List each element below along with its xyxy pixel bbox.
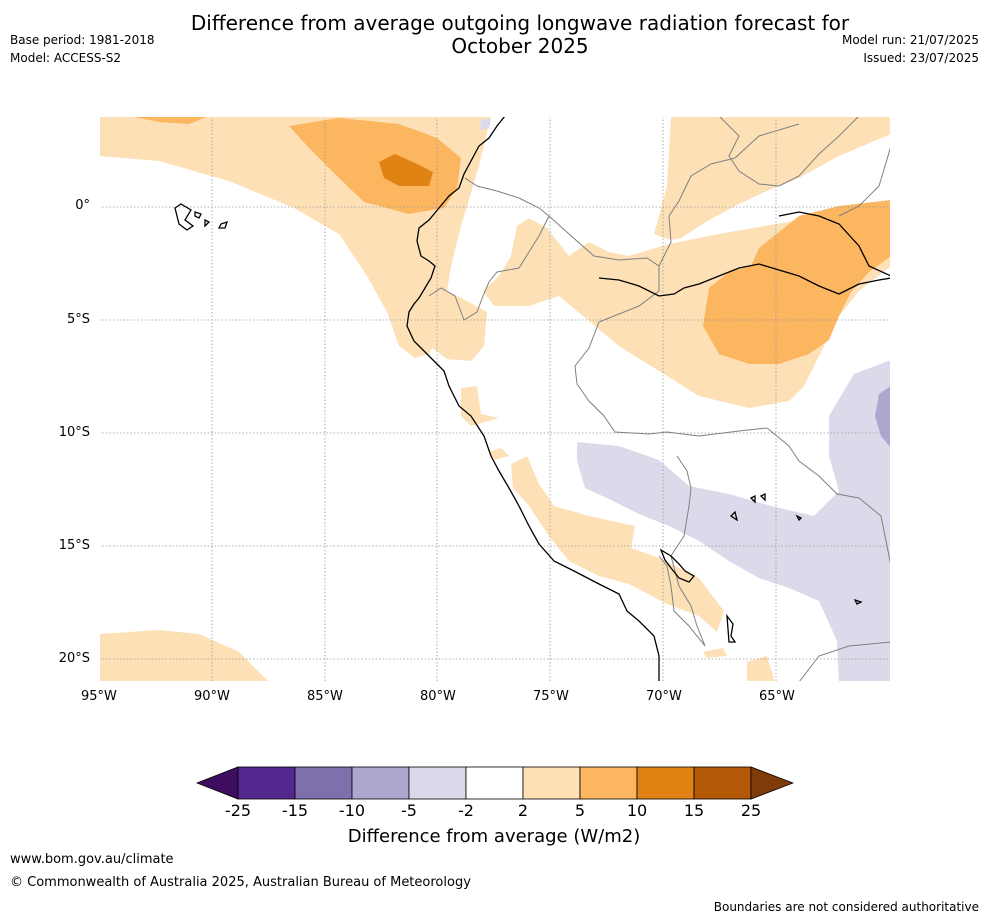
issued-date: Issued: 23/07/2025 <box>863 51 979 65</box>
copyright-notice: © Commonwealth of Australia 2025, Austra… <box>10 875 471 890</box>
lat-label-20s: 20°S <box>58 651 90 666</box>
colorbar-cell <box>408 766 467 800</box>
lat-label-5s: 5°S <box>66 312 90 327</box>
colorbar-extend-low <box>196 766 239 800</box>
lon-label-90w: 90°W <box>194 689 230 704</box>
lat-label-15s: 15°S <box>58 538 90 553</box>
anomaly-2-5-region <box>703 648 727 658</box>
base-period: Base period: 1981-2018 <box>10 33 155 47</box>
border-peru-bolivia <box>670 455 706 647</box>
anomaly-5-10-region <box>129 116 209 124</box>
title-line-2: October 2025 <box>451 34 589 58</box>
colorbar-cell <box>579 766 638 800</box>
coastline-pacific-south-america <box>406 116 660 682</box>
border-bolivia-chile <box>658 555 706 647</box>
colorbar-tick-label: 2 <box>517 801 529 820</box>
anomaly-2-5-region <box>99 630 269 682</box>
lon-label-95w: 95°W <box>81 689 117 704</box>
anomaly-neg2-neg5-region <box>480 118 491 130</box>
lat-label-0: 0° <box>75 198 90 213</box>
colorbar <box>196 766 794 800</box>
island-galapagos-4 <box>217 220 229 229</box>
lon-label-65w: 65°W <box>759 689 795 704</box>
coastline-amazon-river <box>598 263 891 297</box>
anomaly-5-10-region <box>289 118 461 214</box>
colorbar-extend-high <box>750 766 794 800</box>
colorbar-tick-label: -2 <box>458 801 474 820</box>
island-galapagos-2 <box>194 211 202 219</box>
lake-poopo <box>726 613 737 643</box>
colorbar-title: Difference from average (W/m2) <box>347 826 641 847</box>
border-brazil-bolivia <box>766 427 891 567</box>
anomaly-2-5-region <box>654 116 891 240</box>
anomaly-2-5-region <box>489 448 509 460</box>
border-chile-argentina <box>798 641 891 682</box>
model-name: Model: ACCESS-S2 <box>10 51 122 65</box>
lon-label-80w: 80°W <box>420 689 456 704</box>
island-galapagos-3 <box>204 218 211 228</box>
lon-label-70w: 70°W <box>646 689 682 704</box>
colorbar-tick-label: -25 <box>224 801 252 820</box>
colorbar-cell <box>237 766 296 800</box>
model-run: Model run: 21/07/2025 <box>841 33 979 47</box>
anomaly-2-5-region <box>747 656 775 682</box>
lon-label-75w: 75°W <box>533 689 569 704</box>
anomaly-10-15-region <box>379 154 433 186</box>
anomaly-5-10-region <box>703 200 891 364</box>
colorbar-tick-label: 5 <box>574 801 586 820</box>
border-venezuela <box>718 116 860 187</box>
map-frame <box>99 116 891 682</box>
anomaly-2-5-region <box>417 288 487 361</box>
coastlines <box>174 116 891 682</box>
anomaly-neg2-neg5-region <box>577 360 891 682</box>
lat-label-10s: 10°S <box>58 425 90 440</box>
colorbar-cell <box>636 766 695 800</box>
border-peru-brazil <box>574 266 768 437</box>
border-guyana <box>838 145 891 217</box>
colorbar-tick-label: 10 <box>626 801 648 820</box>
colorbar-cell <box>465 766 524 800</box>
page-title: Difference from average outgoing longwav… <box>150 12 890 58</box>
border-colombia-ecuador <box>464 177 550 217</box>
colorbar-tick-label: 25 <box>740 801 762 820</box>
lake-small-3 <box>759 492 766 502</box>
border-ecuador-peru <box>428 215 550 321</box>
colorbar-cell <box>522 766 581 800</box>
country-borders <box>428 116 891 682</box>
lake-small-5 <box>853 598 863 605</box>
colorbar-tick-label: -10 <box>338 801 366 820</box>
colorbar-cell <box>693 766 752 800</box>
colorbar-tick-label: 15 <box>683 801 705 820</box>
lake-small-2 <box>749 494 756 504</box>
colorbar-cell <box>351 766 410 800</box>
colorbar-tick-label: -5 <box>401 801 417 820</box>
anomaly-neg5-neg10-region <box>875 386 891 448</box>
title-line-1: Difference from average outgoing longwav… <box>190 11 850 35</box>
boundary-disclaimer: Boundaries are not considered authoritat… <box>713 900 979 914</box>
graticule <box>99 116 891 682</box>
colorbar-tick-label: -15 <box>281 801 309 820</box>
olr-anomaly-map <box>99 116 891 682</box>
island-galapagos-1 <box>174 203 195 231</box>
lake-small-4 <box>795 514 803 522</box>
website-link[interactable]: www.bom.gov.au/climate <box>10 852 174 867</box>
colorbar-cell <box>294 766 353 800</box>
coastline-amazon-north <box>778 211 891 277</box>
lake-titicaca <box>659 548 696 583</box>
lake-small-1 <box>729 510 739 522</box>
lon-label-85w: 85°W <box>307 689 343 704</box>
